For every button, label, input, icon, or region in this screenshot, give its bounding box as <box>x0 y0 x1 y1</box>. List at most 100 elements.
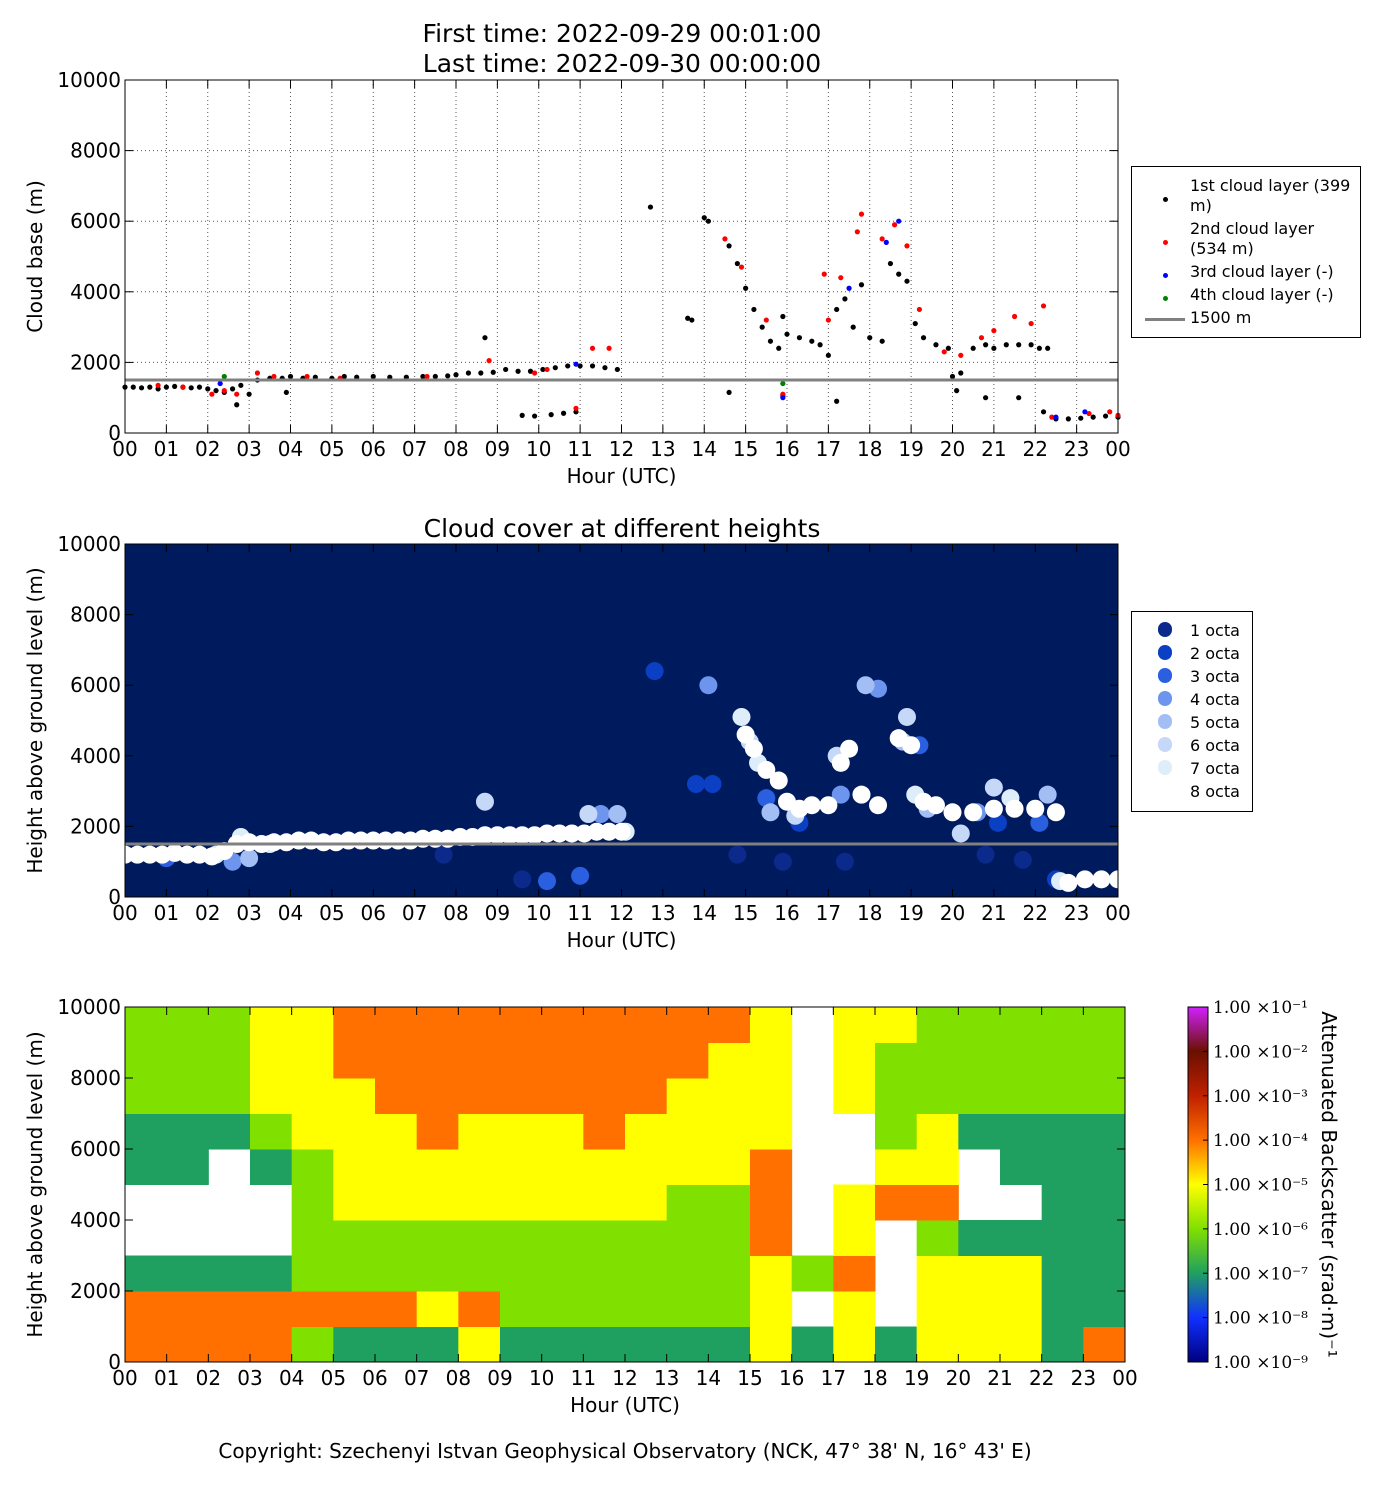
point <box>738 264 745 270</box>
x-tick-label: 00 <box>1112 1366 1137 1390</box>
point <box>991 345 997 351</box>
legend-marker-box <box>1140 737 1190 756</box>
point <box>478 370 484 376</box>
point <box>387 374 393 380</box>
heat-cell <box>791 1255 834 1292</box>
heat-cell <box>166 1078 209 1114</box>
point <box>744 739 763 758</box>
y-axis-label: Height above ground level (m) <box>23 567 47 873</box>
legend-marker <box>1157 645 1173 660</box>
legend-label: 4th cloud layer (-) <box>1190 285 1334 304</box>
heat-cell <box>1041 1078 1084 1114</box>
legend-marker <box>1157 737 1173 752</box>
heat-cell <box>500 1149 543 1185</box>
point <box>1078 415 1084 421</box>
x-tick-label: 14 <box>692 437 717 461</box>
legend-entry: 2nd cloud layer (534 m) <box>1140 219 1352 259</box>
point <box>1053 414 1059 420</box>
x-tick-label: 06 <box>362 1366 387 1390</box>
heat-cell <box>958 1255 1001 1292</box>
legend-label: 1500 m <box>1190 308 1252 327</box>
y-tick-label: 0 <box>108 885 121 909</box>
point <box>858 211 865 217</box>
point <box>172 383 178 390</box>
heat-cell <box>1000 1326 1043 1363</box>
heat-cell <box>375 1113 418 1150</box>
heat-cell <box>375 1291 418 1327</box>
heat-cell <box>375 1149 418 1185</box>
point <box>221 388 227 394</box>
x-tick-label: 12 <box>609 437 634 461</box>
heat-cell <box>625 1220 668 1256</box>
heat-cell <box>1041 1184 1084 1221</box>
heat-cell <box>333 1184 376 1221</box>
heat-cell <box>458 1326 501 1363</box>
point <box>1030 813 1049 832</box>
legend-marker-box <box>1140 263 1190 282</box>
point <box>802 796 821 815</box>
point <box>776 345 782 351</box>
heat-cell <box>958 1042 1001 1079</box>
point <box>128 845 147 864</box>
x-tick-label: 23 <box>1064 437 1089 461</box>
point <box>840 739 859 758</box>
point <box>728 845 747 864</box>
heat-cell <box>1083 1220 1126 1256</box>
legend-marker-box <box>1140 691 1190 710</box>
heat-cell <box>416 1326 459 1363</box>
x-tick-label: 08 <box>446 1366 471 1390</box>
heat-cell <box>375 1007 418 1043</box>
x-axis-label: Hour (UTC) <box>567 928 677 952</box>
heat-cell <box>458 1113 501 1150</box>
point <box>842 296 848 302</box>
heat-cell <box>375 1184 418 1221</box>
heat-cell <box>958 1113 1001 1150</box>
heat-cell <box>666 1220 709 1256</box>
heat-cell <box>1041 1113 1084 1150</box>
point <box>312 374 318 380</box>
heat-cell <box>1041 1326 1084 1363</box>
heat-cell <box>833 1184 876 1221</box>
x-tick-label: 00 <box>112 901 137 925</box>
point <box>550 824 569 843</box>
point <box>941 349 947 355</box>
heat-cell <box>541 1220 584 1256</box>
point <box>854 229 860 235</box>
heat-cell <box>916 1326 959 1363</box>
legend-label: 2nd cloud layer (534 m) <box>1190 219 1315 258</box>
point <box>809 338 815 344</box>
point <box>858 282 865 288</box>
point <box>984 778 1003 797</box>
point <box>819 796 838 815</box>
point <box>780 395 786 401</box>
point <box>970 345 976 351</box>
heat-cell <box>750 1255 793 1292</box>
legend-marker <box>1157 622 1173 637</box>
point <box>434 845 453 864</box>
x-tick-label: 04 <box>279 1366 304 1390</box>
heat-cell <box>541 1078 584 1114</box>
heat-cell <box>1041 1149 1084 1185</box>
y-tick-label: 6000 <box>70 1137 121 1161</box>
x-tick-label: 19 <box>898 901 923 925</box>
legend-marker <box>1157 783 1173 798</box>
heat-cell <box>625 1113 668 1150</box>
point <box>867 335 873 341</box>
point <box>548 412 554 418</box>
heat-cell <box>208 1007 251 1043</box>
point <box>732 707 751 726</box>
heat-cell <box>333 1007 376 1043</box>
legend-marker-box <box>1140 668 1190 687</box>
colorbar-label: Attenuated Backscatter (srad·m)⁻¹ <box>1317 1011 1341 1358</box>
x-tick-label: 19 <box>904 1366 929 1390</box>
x-tick-label: 13 <box>654 1366 679 1390</box>
point <box>831 753 850 772</box>
heat-cell <box>875 1078 918 1114</box>
heat-cell <box>875 1113 918 1150</box>
point <box>920 335 927 341</box>
heat-cell <box>1041 1255 1084 1292</box>
point <box>608 805 627 824</box>
point <box>587 822 606 841</box>
point <box>1046 803 1065 822</box>
heat-cell <box>666 1149 709 1185</box>
